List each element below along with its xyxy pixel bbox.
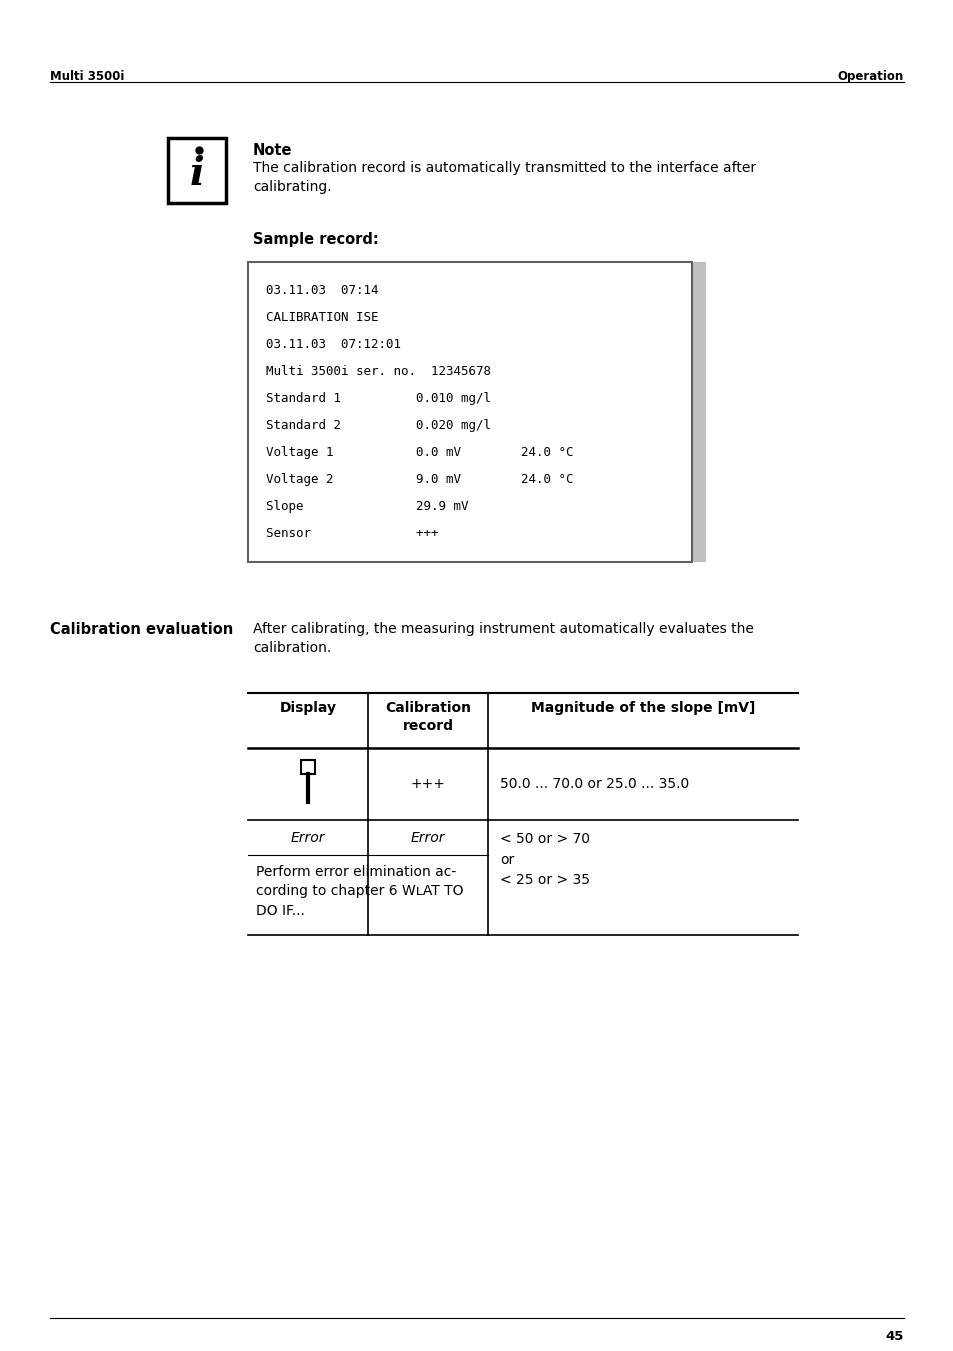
Text: 03.11.03  07:12:01: 03.11.03 07:12:01 — [266, 338, 400, 351]
Text: Sample record:: Sample record: — [253, 232, 378, 247]
Text: Magnitude of the slope [mV]: Magnitude of the slope [mV] — [530, 701, 755, 715]
Text: Display: Display — [279, 701, 336, 715]
Text: Calibration evaluation: Calibration evaluation — [50, 621, 233, 638]
Text: i: i — [190, 155, 204, 193]
Bar — [168, 138, 226, 203]
Text: Multi 3500i: Multi 3500i — [50, 70, 124, 82]
Text: 03.11.03  07:14: 03.11.03 07:14 — [266, 284, 378, 297]
Bar — [691, 262, 705, 562]
Text: 50.0 ... 70.0 or 25.0 ... 35.0: 50.0 ... 70.0 or 25.0 ... 35.0 — [499, 777, 688, 790]
Text: Slope               29.9 mV: Slope 29.9 mV — [266, 500, 468, 513]
Text: Multi 3500i ser. no.  12345678: Multi 3500i ser. no. 12345678 — [266, 365, 491, 378]
Text: Error: Error — [291, 831, 325, 844]
Text: Calibration
record: Calibration record — [385, 701, 471, 734]
Bar — [248, 262, 691, 562]
Text: 45: 45 — [884, 1329, 903, 1343]
Text: CALIBRATION ISE: CALIBRATION ISE — [266, 311, 378, 324]
Text: < 50 or > 70
or
< 25 or > 35: < 50 or > 70 or < 25 or > 35 — [499, 832, 589, 888]
Text: Operation: Operation — [837, 70, 903, 82]
Text: After calibrating, the measuring instrument automatically evaluates the
calibrat: After calibrating, the measuring instrum… — [253, 621, 753, 655]
Text: Perform error elimination ac-
cording to chapter 6 WʟAT TO
DO IF...: Perform error elimination ac- cording to… — [255, 865, 463, 917]
Text: Voltage 2           9.0 mV        24.0 °C: Voltage 2 9.0 mV 24.0 °C — [266, 473, 573, 486]
Text: +++: +++ — [410, 777, 445, 790]
Text: The calibration record is automatically transmitted to the interface after
calib: The calibration record is automatically … — [253, 161, 756, 195]
Text: Voltage 1           0.0 mV        24.0 °C: Voltage 1 0.0 mV 24.0 °C — [266, 446, 573, 459]
Text: Note: Note — [253, 143, 293, 158]
Text: Standard 1          0.010 mg/l: Standard 1 0.010 mg/l — [266, 392, 491, 405]
Text: Standard 2          0.020 mg/l: Standard 2 0.020 mg/l — [266, 419, 491, 432]
Bar — [301, 761, 314, 774]
Text: Error: Error — [411, 831, 445, 844]
Text: Sensor              +++: Sensor +++ — [266, 527, 438, 540]
